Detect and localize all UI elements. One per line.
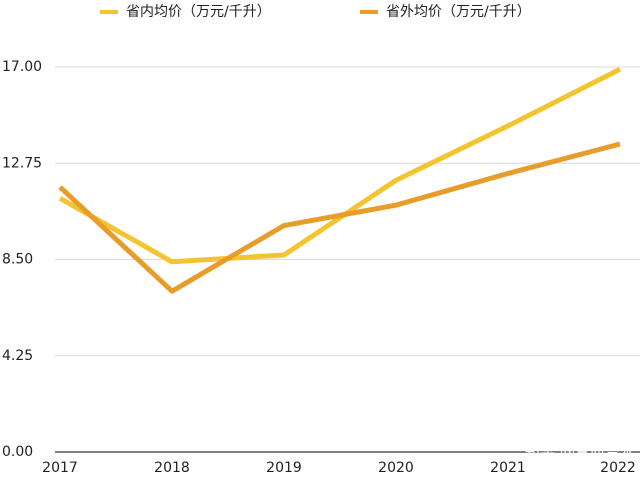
y-tick-label: 12.75 (2, 155, 42, 171)
y-tick-label: 0.00 (2, 444, 33, 460)
x-tick-label: 2018 (154, 460, 190, 476)
watermark: 知乎 @三酉资本 (525, 444, 635, 462)
x-tick-label: 2021 (490, 460, 526, 476)
x-tick-label: 2017 (42, 460, 78, 476)
legend-label: 省内均价（万元/千升） (126, 4, 271, 20)
x-tick-label: 2022 (600, 460, 636, 476)
legend-label: 省外均价（万元/千升） (386, 4, 531, 20)
x-tick-label: 2019 (266, 460, 302, 476)
y-tick-label: 17.00 (2, 59, 42, 75)
y-tick-label: 8.50 (2, 252, 33, 268)
series-line (58, 141, 621, 294)
y-tick-label: 4.25 (2, 348, 33, 364)
x-tick-label: 2020 (378, 460, 414, 476)
